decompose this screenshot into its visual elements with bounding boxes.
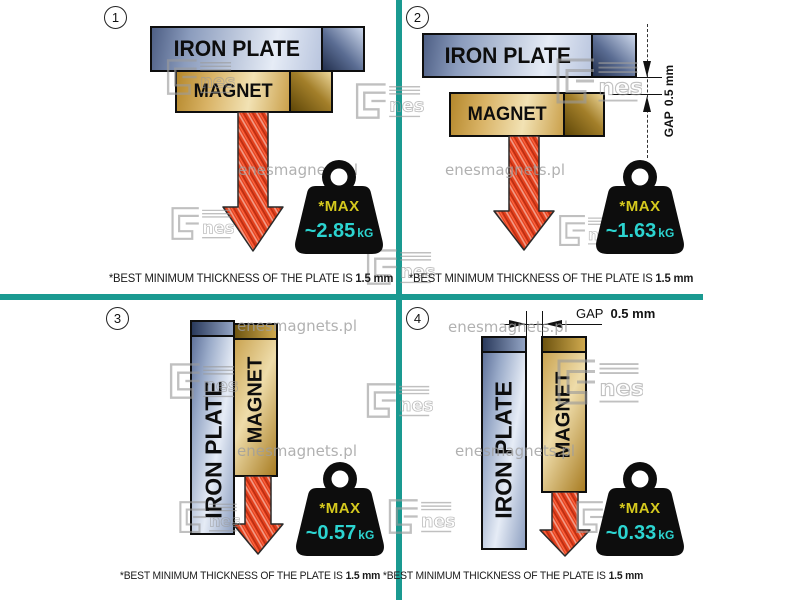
svg-text:nes: nes xyxy=(421,512,455,532)
magnet-label: MAGNET xyxy=(193,80,273,102)
pull-arrow-down-icon xyxy=(232,476,284,555)
iron-plate-top-face xyxy=(192,322,233,337)
site-watermark: enesmagnets.pl xyxy=(455,442,575,460)
svg-text:nes: nes xyxy=(200,72,235,93)
weight-icon: *MAX ~0.57 kG xyxy=(295,459,385,559)
divider-horizontal xyxy=(0,294,703,300)
max-weight-value: ~0.57 kG xyxy=(305,522,375,544)
iron-plate-4 xyxy=(481,336,527,550)
magnet-side xyxy=(289,72,331,111)
enes-logo-watermark: nes xyxy=(366,383,433,418)
enes-logo-watermark: nes xyxy=(169,363,238,399)
kettlebell-shape-icon xyxy=(596,160,684,254)
svg-text:nes: nes xyxy=(203,376,238,397)
max-weight-value: ~2.85 kG xyxy=(304,220,374,242)
gap-ext-right xyxy=(542,311,544,351)
panel-3-caption: *BEST MINIMUM THICKNESS OF THE PLATE IS 1… xyxy=(119,570,381,582)
iron-plate-2: IRON PLATE xyxy=(422,33,637,78)
weight-icon: *MAX ~1.63 kG xyxy=(595,157,685,257)
iron-plate-side xyxy=(591,35,635,76)
gap-arrow-left-icon xyxy=(545,320,562,328)
magnet-1: MAGNET xyxy=(175,70,333,113)
panel-4-number: 4 xyxy=(406,307,429,330)
gap-arrow-down-icon xyxy=(643,61,651,77)
magnet-3 xyxy=(233,323,278,477)
panel-1-number: 1 xyxy=(104,6,127,29)
kettlebell-shape-icon xyxy=(295,160,383,254)
enes-logo-watermark: nes xyxy=(556,58,643,104)
gap-arrow-right-icon xyxy=(509,320,526,328)
magnet-face: MAGNET xyxy=(177,72,289,111)
gap-arrow-up-icon xyxy=(643,96,651,112)
iron-plate-face: IRON PLATE xyxy=(152,28,321,70)
max-label: *MAX xyxy=(319,500,361,517)
iron-plate-label: IRON PLATE xyxy=(444,42,571,68)
max-weight-value: ~0.33 kG xyxy=(605,522,675,544)
enes-logo-watermark: nes xyxy=(355,83,424,119)
gap-tick-top xyxy=(612,77,662,79)
site-watermark: enesmagnets.pl xyxy=(448,318,568,336)
magnet-face: MAGNET xyxy=(451,94,563,135)
magnet-4 xyxy=(541,336,587,493)
iron-plate-side xyxy=(321,28,363,70)
weight-icon: *MAX ~0.33 kG xyxy=(595,459,685,559)
kettlebell-shape-icon xyxy=(596,462,684,556)
iron-plate-label: IRON PLATE xyxy=(173,36,300,61)
iron-plate-face xyxy=(483,353,525,548)
svg-text:nes: nes xyxy=(399,396,433,416)
panel-4-caption: *BEST MINIMUM THICKNESS OF THE PLATE IS 1… xyxy=(382,570,644,582)
iron-plate-top-face xyxy=(483,338,525,353)
magnet-label: MAGNET xyxy=(244,356,267,444)
divider-vertical xyxy=(396,0,402,600)
svg-text:nes: nes xyxy=(202,218,234,237)
gap-tick-bottom xyxy=(612,94,662,96)
panel-2-number: 2 xyxy=(406,6,429,29)
magnet-top-face xyxy=(543,338,585,353)
weight-icon: *MAX ~2.85 kG xyxy=(294,157,384,257)
site-watermark: enesmagnets.pl xyxy=(237,317,357,335)
gap-dimension-label: GAP0.5 mm xyxy=(662,64,676,138)
magnet-face xyxy=(235,340,276,475)
svg-text:nes: nes xyxy=(599,75,643,101)
max-label: *MAX xyxy=(619,198,661,215)
pull-arrow-down-icon xyxy=(222,112,284,252)
max-label: *MAX xyxy=(318,198,360,215)
gap-ext-left xyxy=(526,311,528,351)
iron-plate-face: IRON PLATE xyxy=(424,35,591,76)
enes-logo-watermark: nes xyxy=(171,207,234,240)
panel-3-number: 3 xyxy=(106,307,129,330)
pull-arrow-down-icon xyxy=(493,136,555,251)
enes-logo-watermark: nes xyxy=(557,359,644,405)
max-label: *MAX xyxy=(619,500,661,517)
magnet-top-face xyxy=(235,325,276,340)
site-watermark: enesmagnets.pl xyxy=(237,442,357,460)
enes-logo-watermark: nes xyxy=(179,501,240,533)
panel-1-caption: *BEST MINIMUM THICKNESS OF THE PLATE IS 1… xyxy=(108,271,394,285)
svg-text:nes: nes xyxy=(389,96,424,117)
site-watermark: enesmagnets.pl xyxy=(445,161,565,179)
svg-text:nes: nes xyxy=(400,262,435,283)
kettlebell-shape-icon xyxy=(296,462,384,556)
panel-2-caption: *BEST MINIMUM THICKNESS OF THE PLATE IS 1… xyxy=(408,271,694,285)
enes-logo-watermark: nes xyxy=(166,59,235,95)
magnet-face xyxy=(543,353,585,491)
enes-logo-watermark: nes xyxy=(388,499,455,534)
magnet-label: MAGNET xyxy=(467,103,547,125)
gap-dimension-line xyxy=(647,24,648,158)
svg-text:nes: nes xyxy=(209,512,240,531)
iron-plate-label: IRON PLATE xyxy=(200,381,227,519)
enes-logo-watermark: nes xyxy=(366,249,435,285)
svg-text:nes: nes xyxy=(600,376,644,402)
max-weight-value: ~1.63 kG xyxy=(605,220,675,242)
